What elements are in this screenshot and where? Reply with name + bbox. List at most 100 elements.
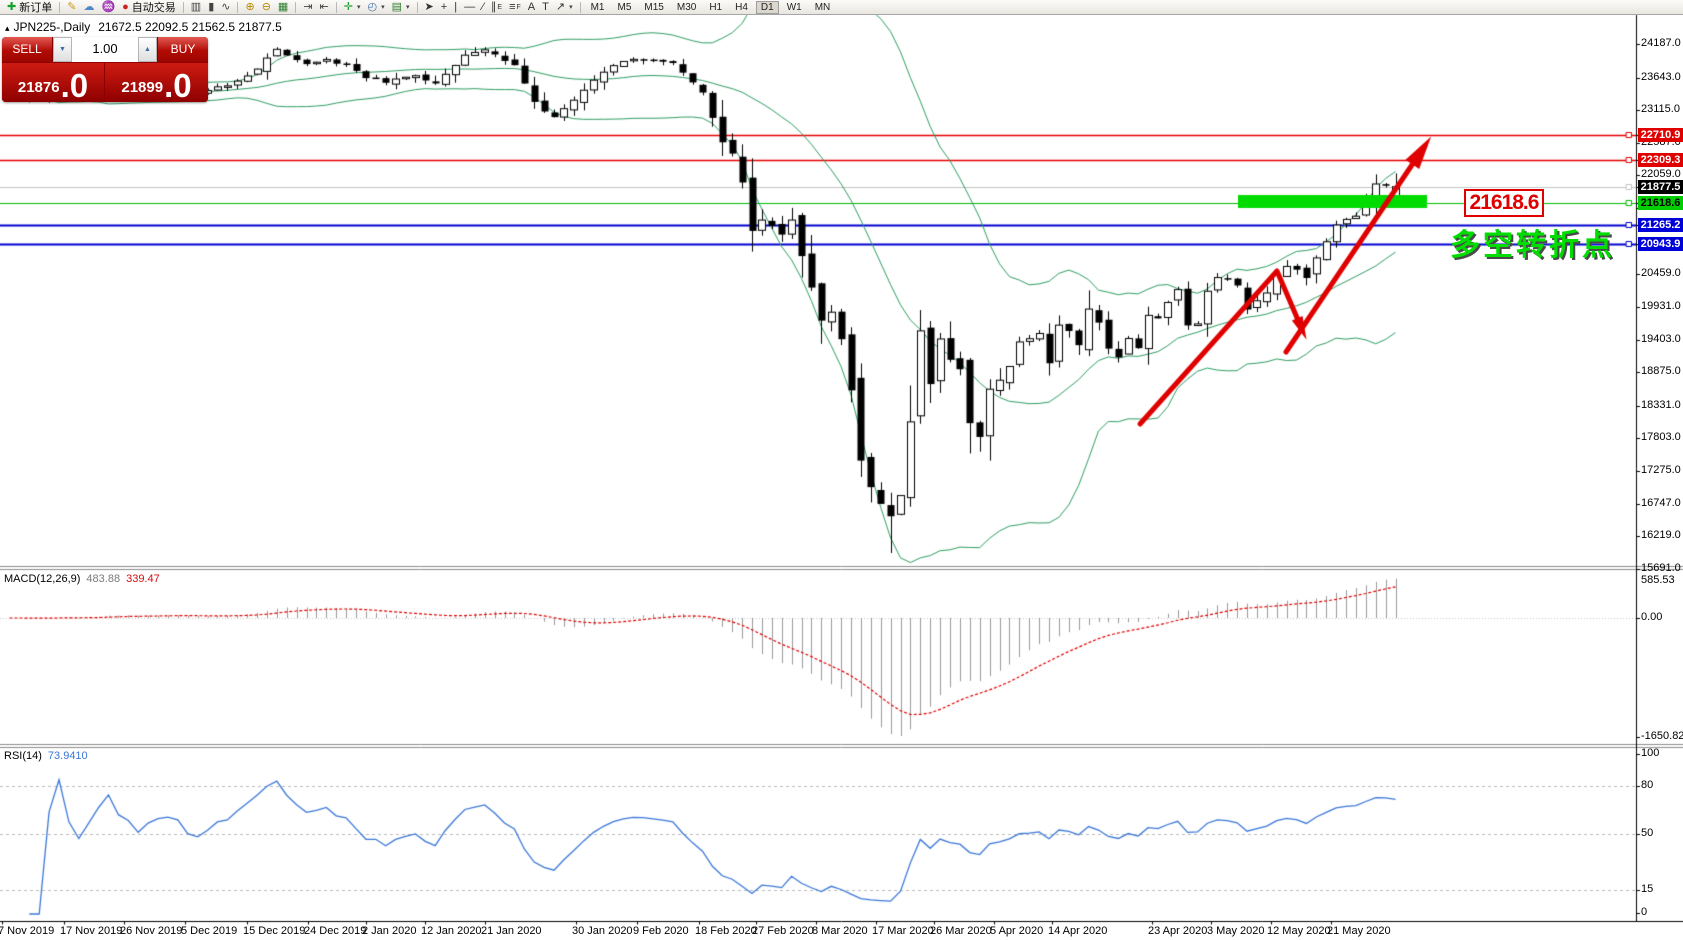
timeframe-m15[interactable]: M15 [644, 1, 664, 13]
sell-button[interactable]: SELL [2, 37, 52, 62]
one-click-trade-panel: SELL ▼ 1.00 ▲ BUY 21876.0 21899.0 [2, 37, 208, 102]
timeframe-d1[interactable]: D1 [755, 0, 779, 14]
price-axis-tick-label: 19403.0 [1641, 332, 1681, 345]
date-axis-label: 8 Mar 2020 [812, 925, 868, 937]
zoom-in-icon[interactable]: ⊕ [242, 0, 257, 14]
fibonacci-icon[interactable]: ≡ F [506, 0, 524, 14]
candlestick-chart-icon[interactable]: ▮ [205, 0, 217, 14]
price-axis-badge: 20943.9 [1638, 237, 1683, 252]
metaeditor-icon: ✎ [67, 1, 77, 13]
autotrading-button: ● [122, 1, 129, 13]
lot-increase-button[interactable]: ▲ [138, 37, 157, 62]
price-axis-tick-label: 22059.0 [1641, 168, 1681, 181]
buy-button[interactable]: BUY [158, 37, 208, 62]
new-order-button[interactable]: ✚ 新订单 [4, 0, 55, 14]
date-axis-label: 30 Jan 2020 [572, 925, 633, 937]
macd-name: MACD(12,26,9) [4, 573, 81, 585]
rsi-name: RSI(14) [4, 750, 42, 762]
price-annotation-label[interactable]: 21618.6 [1464, 189, 1544, 217]
price-axis-badge: 21877.5 [1638, 179, 1683, 194]
price-axis-tick-label: 18331.0 [1641, 398, 1681, 411]
timeframe-w1[interactable]: W1 [786, 1, 802, 13]
fibonacci-icon-sub: F [516, 4, 521, 11]
buy-price-pips: .0 [164, 67, 192, 102]
arrows-icon-dropdown[interactable]: ▾ [569, 4, 573, 11]
date-axis-label: 9 Feb 2020 [633, 925, 689, 937]
trendline-icon: ∕ [482, 1, 484, 13]
collapse-triangle-icon[interactable]: ▴ [5, 23, 10, 33]
equidistant-channel-icon[interactable]: ∥ E [488, 0, 505, 14]
indicators-icon[interactable]: ✛ ▾ [341, 0, 364, 14]
metaeditor-icon[interactable]: ✎ [64, 0, 79, 14]
text-label-icon[interactable]: T [539, 0, 552, 14]
equidistant-channel-icon: ∥ [490, 1, 497, 13]
annotation-text[interactable]: 多空转折点 [1450, 229, 1615, 262]
horizontal-line-icon[interactable]: — [461, 0, 478, 14]
chart-shift-icon[interactable]: ⇤ [317, 0, 332, 14]
price-axis-badge: 21265.2 [1638, 217, 1683, 232]
timeframe-h4[interactable]: H4 [735, 1, 748, 13]
buy-price[interactable]: 21899.0 [105, 63, 208, 102]
macd-axis-label: 0.00 [1641, 611, 1663, 623]
periods-icon[interactable]: ◴ ▾ [365, 0, 388, 14]
timeframe-m30[interactable]: M30 [676, 1, 697, 13]
bar-chart-icon[interactable]: ▥ [188, 0, 204, 14]
tile-windows-icon[interactable]: ▦ [275, 0, 291, 14]
timeframe-mn[interactable]: MN [814, 1, 831, 13]
tile-windows-icon: ▦ [277, 1, 289, 13]
signals-icon[interactable]: ♒ [98, 0, 118, 14]
chart-title: ▴ JPN225-,Daily 21672.5 22092.5 21562.5 21… [5, 20, 282, 34]
crosshair-icon: + [440, 1, 448, 13]
templates-icon-dropdown[interactable]: ▾ [406, 4, 410, 11]
date-axis-label: 21 Jan 2020 [481, 925, 542, 937]
autotrading-button[interactable]: ● 自动交易 [119, 0, 179, 14]
community-icon[interactable]: ☁ [80, 0, 97, 14]
price-axis-tick-label: 16219.0 [1641, 529, 1681, 542]
date-axis-label: 26 Nov 2019 [120, 925, 183, 937]
zoom-out-icon[interactable]: ⊖ [259, 0, 274, 14]
price-axis-tick-label: 19931.0 [1641, 299, 1681, 312]
price-axis-tick-label: 17803.0 [1641, 431, 1681, 444]
lot-stepper: ▼ 1.00 ▲ [52, 37, 158, 62]
toolbar: ✚ 新订单 ✎ ☁ ♒ ● 自动交易 ▥ ▮ ∿ ⊕ ⊖ ▦ ⇥ ⇤ ✛ ▾ ◴ ▾ ▤ ▾ ➤ + | — ∕ ∥ E ≡ F A T ↗ ▾ M… [0, 0, 1683, 15]
timeframe-m1[interactable]: M1 [590, 1, 605, 13]
price-axis-tick-label: 15691.0 [1641, 562, 1681, 574]
vertical-line-icon[interactable]: | [451, 0, 460, 14]
macd-axis-label: -1650.82 [1641, 730, 1683, 742]
sell-price[interactable]: 21876.0 [2, 63, 105, 102]
timeframe-h1[interactable]: H1 [709, 1, 723, 13]
indicators-icon-dropdown[interactable]: ▾ [356, 4, 361, 11]
date-axis-label: 15 Dec 2019 [243, 925, 306, 937]
templates-icon: ▤ [391, 1, 403, 13]
arrows-icon[interactable]: ↗ ▾ [553, 0, 576, 14]
text-icon[interactable]: A [525, 0, 538, 14]
equidistant-channel-icon-sub: E [497, 4, 503, 11]
vertical-line-icon: | [454, 1, 458, 13]
rsi-pane-label: RSI(14) 73.9410 [4, 750, 88, 762]
trendline-icon[interactable]: ∕ [479, 0, 487, 14]
auto-scroll-icon[interactable]: ⇥ [300, 0, 315, 14]
price-axis-tick-label: 23115.0 [1641, 103, 1680, 116]
price-axis-tick-label: 23643.0 [1641, 70, 1681, 83]
lot-size-input[interactable]: 1.00 [72, 37, 138, 62]
toolbar-separator [295, 1, 297, 13]
line-chart-icon[interactable]: ∿ [218, 0, 233, 14]
price-axis-tick-label: 24187.0 [1641, 37, 1681, 49]
text-label-icon: T [542, 1, 549, 13]
cursor-icon[interactable]: ➤ [422, 0, 437, 14]
periods-icon-dropdown[interactable]: ▾ [381, 4, 385, 11]
date-axis-label: 2 Jan 2020 [362, 925, 417, 937]
zoom-in-icon: ⊕ [245, 1, 255, 13]
price-axis-tick-label: 16747.0 [1641, 496, 1681, 509]
templates-icon[interactable]: ▤ ▾ [389, 0, 413, 14]
auto-scroll-icon: ⇥ [303, 1, 313, 13]
date-axis-label: 27 Feb 2020 [752, 925, 814, 937]
price-axis-badge: 22309.3 [1638, 153, 1683, 168]
crosshair-icon[interactable]: + [438, 0, 450, 14]
macd-signal-value: 339.47 [126, 573, 160, 585]
lot-decrease-button[interactable]: ▼ [53, 37, 72, 62]
timeframe-m5[interactable]: M5 [617, 1, 632, 13]
rsi-axis-label: 100 [1641, 747, 1660, 759]
horizontal-line-icon: — [464, 1, 476, 13]
